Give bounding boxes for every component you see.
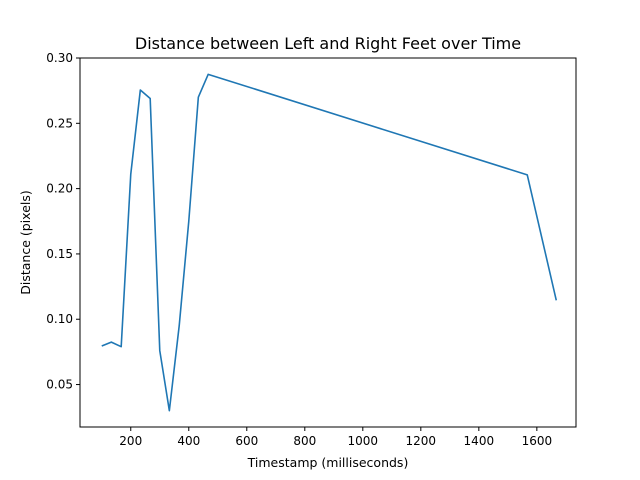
y-tick-label: 0.20 bbox=[46, 182, 73, 196]
y-tick-label: 0.10 bbox=[46, 312, 73, 326]
y-tick-label: 0.25 bbox=[46, 116, 73, 130]
y-tick-label: 0.05 bbox=[46, 378, 73, 392]
x-tick-label: 1200 bbox=[406, 434, 437, 448]
x-axis-ticks: 200 400 600 800 1000 1200 1400 1600 bbox=[119, 427, 552, 448]
series-line bbox=[101, 73, 558, 412]
y-axis-label: Distance (pixels) bbox=[18, 190, 33, 294]
x-tick-label: 1400 bbox=[464, 434, 495, 448]
chart-title: Distance between Left and Right Feet ove… bbox=[135, 34, 521, 53]
x-tick-label: 800 bbox=[293, 434, 316, 448]
plot-area bbox=[101, 73, 558, 412]
x-tick-label: 1000 bbox=[348, 434, 379, 448]
x-tick-label: 200 bbox=[119, 434, 142, 448]
y-tick-label: 0.30 bbox=[46, 51, 73, 65]
x-tick-label: 600 bbox=[235, 434, 258, 448]
x-axis-label: Timestamp (milliseconds) bbox=[247, 455, 409, 470]
y-axis-ticks: 0.05 0.10 0.15 0.20 0.25 0.30 bbox=[46, 51, 80, 392]
x-tick-label: 1600 bbox=[522, 434, 553, 448]
y-tick-label: 0.15 bbox=[46, 247, 73, 261]
x-tick-label: 400 bbox=[177, 434, 200, 448]
axes-frame bbox=[79, 57, 577, 428]
